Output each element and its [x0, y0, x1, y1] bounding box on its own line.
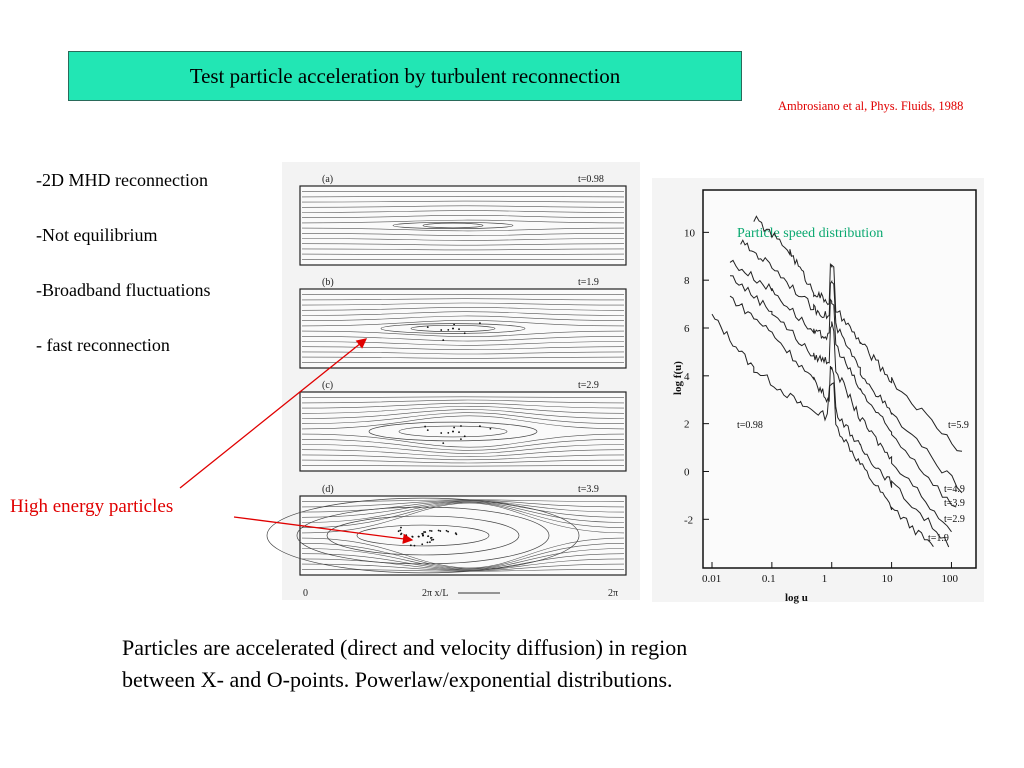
series-label: t=5.9 — [948, 420, 969, 431]
panel-time: t=3.9 — [578, 484, 599, 495]
y-tick-label: 2 — [684, 419, 690, 431]
x-tick-label: 10 — [882, 573, 894, 585]
x-axis-label: log u — [785, 592, 808, 604]
panel-time: t=1.9 — [578, 277, 599, 288]
x-tick-label: 0.01 — [702, 573, 721, 585]
bullet-list: -2D MHD reconnection -Not equilibrium -B… — [36, 170, 210, 390]
citation: Ambrosiano et al, Phys. Fluids, 1988 — [778, 99, 964, 113]
series-line — [729, 295, 950, 548]
caption-line-2: between X- and O-points. Powerlaw/expone… — [122, 667, 673, 692]
bullet-item: -Not equilibrium — [36, 225, 158, 245]
series-label: t=0.98 — [737, 420, 763, 431]
series-line — [729, 275, 952, 533]
arrow-to-panel-d — [233, 516, 414, 544]
sim-axis-start: 0 — [303, 588, 308, 599]
panel-label: (c) — [322, 380, 333, 391]
chart-title: Particle speed distribution — [737, 226, 883, 241]
x-tick-label: 100 — [941, 573, 958, 585]
slide-title: Test particle acceleration by turbulent … — [68, 51, 742, 101]
panel-label: (a) — [322, 174, 333, 185]
panel-label: (d) — [322, 484, 334, 495]
slide-caption: Particles are accelerated (direct and ve… — [122, 632, 687, 696]
chart-frame — [702, 189, 977, 569]
x-tick-label: 1 — [822, 573, 828, 585]
series-line — [711, 313, 934, 547]
y-tick-label: 8 — [684, 275, 690, 287]
x-tick-label: 0.1 — [762, 573, 776, 585]
y-tick-label: 0 — [684, 466, 690, 478]
bullet-item: - fast reconnection — [36, 335, 170, 355]
y-tick-label: 4 — [684, 371, 690, 383]
panel-time: t=2.9 — [578, 380, 599, 391]
panel-time: t=0.98 — [578, 174, 604, 185]
bullet-item: -2D MHD reconnection — [36, 170, 208, 190]
sim-axis-end: 2π — [608, 588, 618, 599]
series-label: t=2.9 — [944, 514, 965, 525]
y-tick-label: -2 — [684, 514, 693, 526]
series-label: t=1.9 — [928, 533, 949, 544]
simulation-panel: (b) t=1.9 — [299, 277, 627, 369]
high-energy-annotation: High energy particles — [10, 496, 174, 517]
bullet-item: -Broadband fluctuations — [36, 280, 211, 300]
series-line — [729, 259, 957, 508]
y-tick-label: 10 — [684, 227, 696, 239]
series-label: t=4.9 — [944, 484, 965, 495]
series-label: t=3.9 — [944, 498, 965, 509]
series-line — [753, 215, 963, 452]
panel-label: (b) — [322, 277, 334, 288]
y-axis-label: log f(u) — [672, 361, 684, 395]
y-tick-label: 6 — [684, 323, 690, 335]
sim-axis-label: 2π x/L — [422, 588, 448, 599]
arrow-to-panel-b — [179, 338, 368, 489]
simulation-panel: (a) t=0.98 — [299, 174, 627, 266]
simulation-panel: (d) t=3.9 — [266, 484, 627, 576]
caption-line-1: Particles are accelerated (direct and ve… — [122, 635, 688, 660]
series-line — [740, 239, 963, 494]
simulation-panel: (c) t=2.9 — [299, 380, 627, 472]
